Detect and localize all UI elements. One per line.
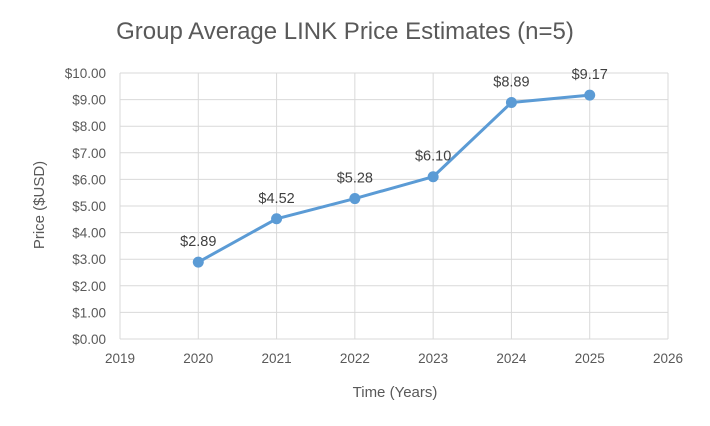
x-tick-label: 2020 <box>183 351 213 366</box>
data-point <box>505 97 517 109</box>
data-label: $4.52 <box>258 191 294 207</box>
series-line-layer <box>197 93 590 264</box>
y-tick-label: $5.00 <box>72 199 106 214</box>
data-point <box>192 256 204 268</box>
data-label: $2.89 <box>180 234 216 250</box>
chart-title: Group Average LINK Price Estimates (n=5) <box>116 18 574 45</box>
y-tick-label: $8.00 <box>72 119 106 134</box>
x-tick-label: 2021 <box>262 351 292 366</box>
y-tick-label: $10.00 <box>65 66 106 81</box>
x-axis-title: Time (Years) <box>353 384 438 401</box>
x-tick-label: 2022 <box>340 351 370 366</box>
x-tick-label: 2024 <box>496 351 527 366</box>
x-tick-label: 2023 <box>418 351 448 366</box>
data-label: $6.10 <box>415 149 451 165</box>
data-label: $5.28 <box>337 171 373 187</box>
data-points <box>192 89 596 268</box>
data-label: $9.17 <box>572 67 608 83</box>
y-tick-label: $1.00 <box>72 305 106 320</box>
y-tick-label: $6.00 <box>72 172 106 187</box>
y-tick-label: $9.00 <box>72 93 106 108</box>
y-tick-label: $3.00 <box>72 252 106 267</box>
x-tick-label: 2025 <box>575 351 605 366</box>
data-label: $8.89 <box>493 75 529 91</box>
y-tick-label: $2.00 <box>72 279 106 294</box>
data-point <box>427 171 439 183</box>
x-tick-label: 2026 <box>653 351 683 366</box>
series-line <box>197 93 590 264</box>
x-axis-ticks: 2019 2020 2021 2022 2023 2024 2025 2026 <box>105 351 683 366</box>
data-point <box>584 89 596 101</box>
grid-lines <box>119 72 669 340</box>
y-axis-title: Price ($USD) <box>31 161 48 249</box>
y-axis-ticks: $0.00 $1.00 $2.00 $3.00 $4.00 $5.00 $6.00 $7.00… <box>65 66 106 347</box>
y-tick-label: $4.00 <box>72 226 106 241</box>
data-point <box>349 193 361 205</box>
y-tick-label: $0.00 <box>72 332 106 347</box>
x-tick-label: 2019 <box>105 351 135 366</box>
y-tick-label: $7.00 <box>72 146 106 161</box>
data-labels: $2.89 $4.52 $5.28 $6.10 $8.89 $9.17 <box>180 67 608 250</box>
data-point <box>271 213 283 225</box>
